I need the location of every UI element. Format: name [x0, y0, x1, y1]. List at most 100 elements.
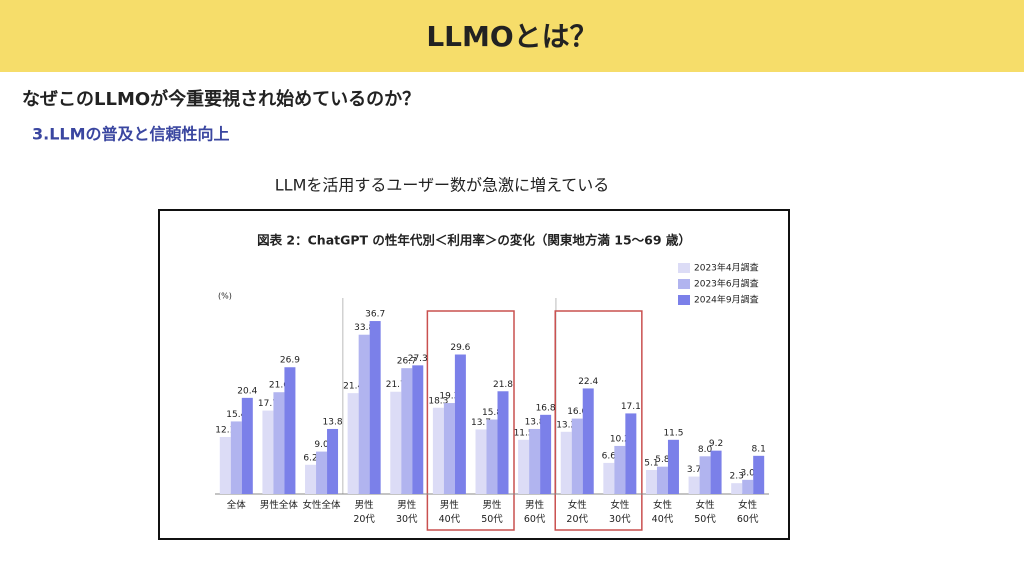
x-tick-line: 女性	[610, 499, 630, 511]
x-tick-line: 40代	[439, 514, 461, 525]
value-label: 12.1	[215, 425, 235, 435]
bar	[412, 365, 424, 494]
bar	[284, 367, 296, 494]
value-label: 5.1	[644, 458, 658, 468]
value-label: 11.5	[663, 428, 683, 438]
value-label: 18.3	[428, 396, 448, 406]
x-tick-line: 男性	[482, 499, 502, 511]
bar	[241, 397, 253, 494]
value-label: 26.7	[397, 357, 417, 367]
x-tick-line: 50代	[481, 514, 503, 525]
bar	[742, 479, 754, 494]
section-title: 3.LLMの普及と信頼性向上	[32, 125, 230, 144]
value-label: 10.2	[610, 434, 630, 444]
header-band	[0, 0, 1024, 72]
x-tick-line: 女性	[696, 499, 716, 511]
value-label: 2.3	[730, 472, 744, 482]
bar	[656, 466, 668, 494]
bar	[327, 428, 339, 494]
value-label: 33.8	[354, 323, 374, 333]
value-label: 15.4	[226, 410, 246, 420]
bar	[667, 439, 679, 494]
y-unit: (%)	[218, 292, 232, 301]
x-tick-label: 女性 60代	[737, 499, 759, 525]
value-label: 11.5	[514, 428, 534, 438]
bar	[603, 462, 615, 494]
bar	[614, 445, 626, 494]
value-label: 9.2	[709, 439, 723, 449]
legend-swatch	[678, 295, 690, 305]
value-label: 8.0	[698, 445, 713, 455]
x-tick-line: 男性	[355, 499, 375, 511]
value-label: 16.8	[536, 403, 556, 413]
value-label: 16.0	[567, 407, 587, 417]
bar	[432, 407, 444, 494]
bar	[486, 419, 498, 494]
value-label: 3.0	[741, 468, 756, 478]
value-label: 13.7	[471, 418, 491, 428]
caption: LLMを活用するユーザー数が急激に増えている	[275, 176, 610, 195]
x-tick-line: 女性	[568, 499, 588, 511]
value-label: 8.1	[752, 444, 766, 454]
bar	[401, 368, 413, 494]
x-tick-line: 男性全体	[260, 499, 299, 511]
value-label: 21.8	[493, 380, 513, 390]
legend-swatch	[678, 279, 690, 289]
x-tick-label: 女性 40代	[652, 499, 674, 525]
value-label: 20.4	[237, 386, 257, 396]
bar	[645, 469, 657, 494]
value-label: 29.6	[450, 343, 470, 353]
bar	[347, 393, 359, 494]
bar	[518, 439, 530, 494]
bar	[625, 413, 637, 494]
value-label: 6.2	[303, 453, 317, 463]
x-tick-label: 女性 50代	[694, 499, 716, 525]
value-label: 13.8	[525, 417, 545, 427]
value-label: 13.8	[323, 417, 343, 427]
bar	[230, 421, 242, 494]
chart-title: 図表 2：ChatGPT の性年代別＜利用率＞の変化（関東地方満 15〜69 歳…	[257, 233, 691, 248]
question: なぜこのLLMOが今重要視され始めているのか？	[22, 88, 420, 110]
x-tick-line: 30代	[609, 514, 631, 525]
bar	[358, 334, 370, 494]
value-label: 21.6	[269, 381, 289, 391]
x-tick-line: 男性	[440, 499, 460, 511]
x-tick-label: 男性 40代	[439, 499, 461, 525]
bar	[443, 403, 455, 494]
bar	[699, 456, 711, 494]
bar	[316, 451, 328, 494]
bar	[219, 436, 231, 494]
value-label: 3.7	[687, 465, 701, 475]
x-tick-line: 女性全体	[303, 499, 342, 511]
bar	[571, 418, 583, 494]
bar	[475, 429, 487, 494]
x-tick-label: 女性全体	[303, 499, 342, 511]
bar	[582, 388, 594, 494]
value-label: 22.4	[578, 377, 598, 387]
value-label: 27.3	[408, 354, 428, 364]
x-tick-label: 全体	[227, 499, 247, 511]
x-tick-label: 男性 60代	[524, 499, 546, 525]
x-tick-line: 60代	[737, 514, 759, 525]
x-tick-line: 男性	[397, 499, 417, 511]
bar	[688, 476, 700, 494]
x-tick-line: 女性	[653, 499, 673, 511]
bar	[540, 414, 552, 494]
legend-label: 2024年9月調査	[694, 294, 759, 306]
x-tick-line: 30代	[396, 514, 418, 525]
x-tick-line: 60代	[524, 514, 546, 525]
bar	[710, 450, 722, 494]
bar	[369, 321, 381, 494]
slide-title: LLMOとは？	[426, 20, 597, 53]
highlight-box	[426, 310, 515, 531]
value-label: 13.2	[556, 420, 576, 430]
bar	[390, 391, 402, 494]
x-tick-line: 20代	[566, 514, 588, 525]
value-label: 5.8	[655, 455, 670, 465]
x-tick-label: 男性 50代	[481, 499, 503, 525]
x-tick-line: 男性	[525, 499, 545, 511]
value-label: 36.7	[365, 310, 385, 320]
bar	[454, 354, 466, 494]
